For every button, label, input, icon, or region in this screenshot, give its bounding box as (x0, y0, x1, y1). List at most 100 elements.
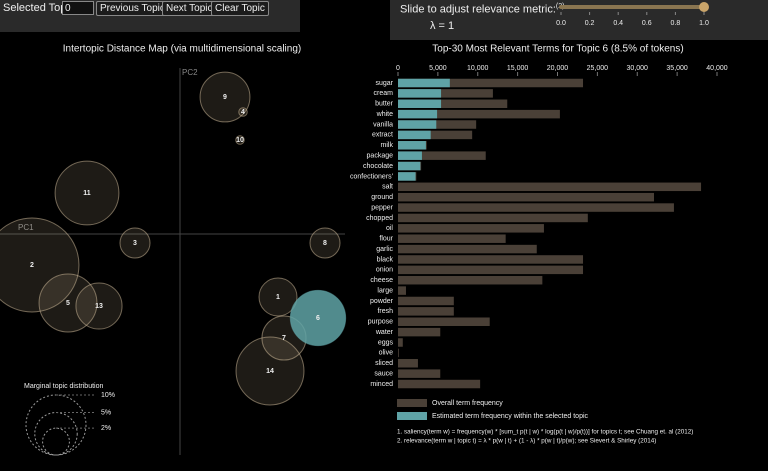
term-label[interactable]: minced (370, 381, 393, 388)
term-bar (398, 161, 421, 171)
term-bar (398, 307, 454, 316)
topic-label: 9 (223, 94, 227, 101)
term-label[interactable]: flour (379, 236, 393, 243)
term-label[interactable]: sliced (375, 360, 393, 367)
term-label[interactable]: milk (381, 142, 394, 149)
term-label[interactable]: cheese (370, 277, 393, 284)
term-label[interactable]: black (377, 256, 394, 263)
topic-bubble[interactable] (38, 273, 98, 333)
topic-bubble[interactable] (199, 71, 251, 123)
term-bar (398, 317, 490, 326)
term-label[interactable]: extract (372, 132, 393, 139)
term-bar (398, 244, 537, 254)
size-legend-circle (25, 394, 87, 456)
slider-label-text: Slide to adjust relevance metric: (400, 3, 556, 16)
term-label[interactable]: large (377, 287, 393, 294)
topic-bubble[interactable] (309, 227, 341, 259)
topic-bubble[interactable] (119, 227, 151, 259)
term-bar (398, 379, 481, 389)
term-label[interactable]: chocolate (363, 163, 393, 170)
topic-label: 13 (95, 303, 103, 310)
term-bar (398, 130, 431, 140)
term-label[interactable]: garlic (376, 246, 393, 253)
clear-button[interactable]: Clear Topic (211, 1, 269, 16)
term-label[interactable]: oil (386, 225, 393, 232)
selected-topic-label: Selected Topic: (3, 2, 78, 14)
topic-bubble[interactable] (238, 107, 248, 117)
term-bar (398, 99, 508, 109)
topic-bubble[interactable] (0, 217, 80, 313)
x-tick-label: 20,000 (547, 65, 569, 72)
topic-bubble[interactable] (75, 282, 123, 330)
topic-bubble[interactable] (258, 277, 298, 317)
term-bar (398, 203, 674, 212)
term-bar (398, 120, 477, 129)
topic-bubble[interactable] (235, 135, 245, 145)
term-label[interactable]: sugar (375, 80, 393, 87)
topic-label: 5 (66, 300, 70, 307)
topic-label: 11 (83, 190, 91, 197)
term-bar (398, 141, 426, 150)
bar-title: Top-30 Most Relevant Terms for Topic 6 (… (432, 44, 683, 55)
topic-label: 6 (316, 315, 320, 322)
term-label[interactable]: purpose (368, 319, 393, 326)
pc2-label: PC2 (182, 68, 198, 77)
topic-input[interactable] (62, 1, 94, 15)
size-legend-label: 2% (101, 425, 111, 432)
term-bar (398, 327, 441, 337)
term-label[interactable]: butter (375, 101, 394, 108)
term-label[interactable]: cream (374, 90, 394, 97)
x-tick-label: 35,000 (666, 65, 688, 72)
x-tick-label: 10,000 (467, 65, 489, 72)
slider-tick-label: 0.2 (585, 20, 595, 27)
term-label[interactable]: confectioners' (350, 173, 393, 180)
topic-label: 14 (266, 368, 274, 375)
term-label[interactable]: package (367, 153, 394, 160)
term-label[interactable]: white (376, 111, 393, 118)
slider-knob[interactable] (699, 2, 709, 12)
size-legend-title: Marginal topic distribution (24, 383, 103, 390)
term-bar (398, 172, 416, 181)
term-label[interactable]: chopped (366, 215, 393, 222)
term-label[interactable]: sauce (374, 370, 393, 377)
term-label[interactable]: olive (379, 350, 394, 357)
legend-swatch (397, 399, 427, 407)
x-tick-label: 40,000 (706, 65, 728, 72)
slider-tick-label: 1.0 (699, 20, 709, 27)
term-label[interactable]: water (375, 329, 394, 336)
topic-label: 3 (133, 240, 137, 247)
term-label[interactable]: vanilla (373, 121, 393, 128)
x-tick-label: 15,000 (507, 65, 529, 72)
legend-label: Estimated term frequency within the sele… (432, 413, 589, 420)
term-label[interactable]: powder (370, 298, 394, 305)
topic-label: 10 (236, 137, 244, 144)
size-legend-circle (42, 427, 70, 456)
slider-tick-label: 0.4 (613, 20, 623, 27)
x-tick-label: 5,000 (429, 65, 447, 72)
term-bar (398, 182, 702, 192)
term-label[interactable]: eggs (378, 339, 394, 346)
term-bar (398, 296, 454, 306)
term-bar (398, 120, 437, 129)
topic-bubble[interactable] (235, 336, 305, 406)
term-label[interactable]: salt (382, 184, 393, 191)
pc1-label: PC1 (18, 223, 34, 232)
term-label[interactable]: onion (376, 267, 393, 274)
term-bar (398, 78, 450, 88)
topic-bubble[interactable] (54, 160, 120, 226)
term-bar (398, 286, 406, 295)
legend-label: Overall term frequency (432, 400, 503, 407)
term-label[interactable]: pepper (371, 204, 393, 211)
topic-bubble[interactable] (289, 289, 347, 347)
slider-tick-label: 0.6 (642, 20, 652, 27)
topic-label: 7 (282, 335, 286, 342)
term-label[interactable]: ground (371, 194, 393, 201)
topic-label: 4 (241, 109, 245, 116)
term-bar (398, 99, 442, 109)
term-bar (398, 265, 584, 275)
term-label[interactable]: fresh (377, 308, 393, 315)
topic-label: 2 (30, 262, 34, 269)
term-bar (398, 224, 544, 233)
